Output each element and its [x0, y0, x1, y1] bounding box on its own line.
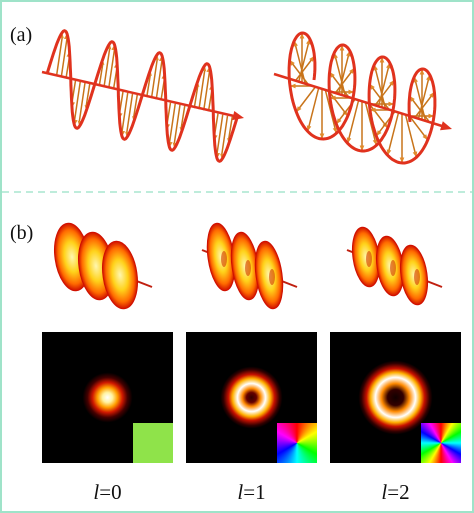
field-vector: [180, 105, 186, 129]
field-vector: [203, 71, 211, 111]
field-vector: [108, 49, 116, 89]
field-vector: [60, 38, 68, 78]
arrow-head: [319, 133, 325, 139]
field-vector: [150, 59, 158, 99]
arrow-head: [379, 57, 385, 63]
intensity-profile: [42, 332, 173, 463]
arrow-head: [296, 106, 302, 112]
arrow-head: [330, 95, 336, 101]
arrow-head: [422, 134, 428, 140]
field-vector: [364, 101, 378, 146]
field-vector: [98, 63, 104, 87]
arrow-head: [336, 118, 342, 124]
field-vector: [55, 37, 63, 77]
field-vector: [306, 87, 320, 132]
field-vector: [377, 62, 391, 107]
field-vector: [386, 111, 400, 156]
field-vector: [132, 94, 138, 118]
phase-inset: [277, 423, 317, 463]
wavefront-hole: [269, 269, 275, 285]
arrow-head: [419, 69, 425, 75]
field-vector: [346, 99, 360, 144]
field-vector: [168, 103, 176, 143]
arrow-head: [359, 145, 365, 151]
field-vector: [193, 85, 199, 109]
field-vector: [73, 81, 81, 121]
field-vector: [293, 40, 307, 85]
wavefront-hole: [366, 251, 372, 267]
field-vector: [126, 93, 134, 133]
field-vector: [221, 115, 229, 155]
arrow-head: [370, 107, 376, 113]
arrow-head: [440, 121, 452, 131]
phase-inset: [421, 423, 461, 463]
field-vector: [404, 113, 418, 158]
field-vector: [78, 82, 86, 122]
field-vector: [413, 76, 427, 121]
propagation-axis: [273, 72, 443, 128]
field-vector: [103, 48, 111, 88]
field-vector: [337, 50, 351, 95]
field-vector: [198, 70, 206, 110]
wavefront: [254, 240, 284, 310]
field-vector: [333, 52, 347, 97]
mode-label: l=1: [186, 480, 317, 505]
field-vector: [417, 74, 431, 119]
wavefront: [399, 244, 429, 306]
wavefront: [102, 240, 138, 310]
symbol: l: [381, 480, 388, 504]
field-vector: [173, 104, 181, 144]
wavefront-hole: [414, 269, 420, 285]
field-vector: [227, 116, 233, 140]
panel-label: (a): [10, 24, 33, 46]
helix: [287, 31, 437, 165]
intensity-profile: [186, 332, 317, 463]
field-vector: [297, 38, 311, 83]
field-vector: [373, 64, 387, 109]
symbol: l: [237, 480, 244, 504]
intensity-profile: [330, 332, 461, 463]
arrow-head: [388, 101, 394, 107]
mode-label: l=2: [330, 480, 461, 505]
field-vector: [324, 89, 338, 134]
suffix: =0: [99, 480, 122, 504]
phase-inset: [133, 423, 173, 463]
arrow-head: [299, 33, 305, 39]
field-vector: [216, 114, 224, 154]
arrow-head: [232, 110, 244, 121]
wavefront-hole: [221, 251, 227, 267]
mode-label: l=0: [42, 480, 173, 505]
field-vector: [155, 60, 163, 100]
arrow-head: [290, 83, 296, 89]
arrow-head: [399, 157, 405, 163]
field-vector: [121, 92, 129, 132]
panel-label: (b): [10, 222, 34, 244]
arrow-head: [339, 45, 345, 51]
arrow-head: [428, 113, 434, 119]
arrow-head: [376, 130, 382, 136]
field-vector: [146, 74, 152, 98]
suffix: =1: [243, 480, 266, 504]
suffix: =2: [387, 480, 410, 504]
symbol: l: [93, 480, 100, 504]
field-vector: [85, 83, 91, 107]
arrow-head: [348, 89, 354, 95]
wavefront-hole: [245, 260, 251, 276]
propagation-axis: [41, 70, 235, 118]
wavefront-hole: [390, 260, 396, 276]
